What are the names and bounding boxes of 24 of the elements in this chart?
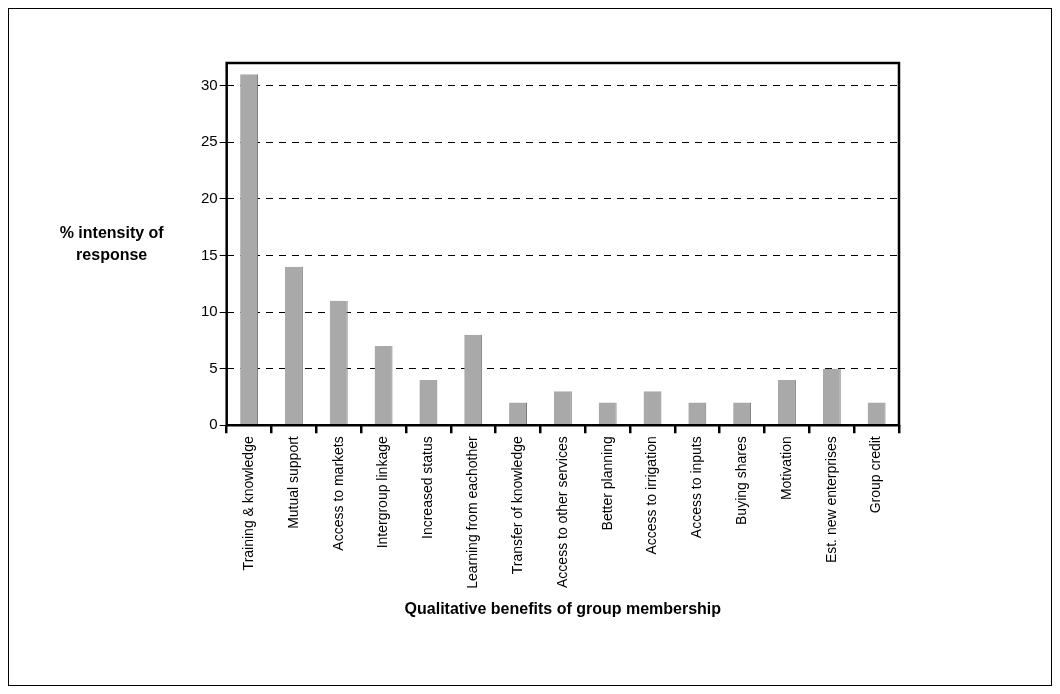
y-tick-label: 15 xyxy=(201,245,218,263)
x-tick-label: Group credit xyxy=(867,436,884,514)
y-tick-label: 0 xyxy=(209,415,218,433)
x-axis-title: Qualitative benefits of group membership xyxy=(404,599,722,617)
x-tick-label: Motivation xyxy=(777,436,794,501)
x-tick-label: Training & knowledge xyxy=(239,436,256,571)
y-tick-label: 20 xyxy=(201,188,218,206)
y-tick-label: 25 xyxy=(201,132,218,150)
y-axis-title: % intensity of response xyxy=(59,223,165,263)
x-tick-label: Mutual support xyxy=(284,436,301,529)
x-tick-label: Access to markets xyxy=(329,436,346,551)
x-tick-label: Access to irrigation xyxy=(643,436,660,555)
x-tick-label: Intergroup linkage xyxy=(374,436,391,549)
y-tick-label: 10 xyxy=(201,302,218,320)
y-tick-label: 5 xyxy=(209,358,218,376)
x-tick-label: Transfer of knowledge xyxy=(508,436,525,575)
x-tick-label: Learning from eachother xyxy=(464,435,481,589)
x-tick-label: Access to other services xyxy=(553,436,570,588)
x-tick-label: Buying shares xyxy=(732,436,749,525)
x-tick-label: Est. new enterprises xyxy=(822,436,839,564)
x-tick-label: Increased status xyxy=(419,436,436,539)
x-tick-label: Access to inputs xyxy=(688,436,705,539)
x-tick-label: Better planning xyxy=(598,436,615,531)
y-tick-label: 30 xyxy=(201,75,218,93)
